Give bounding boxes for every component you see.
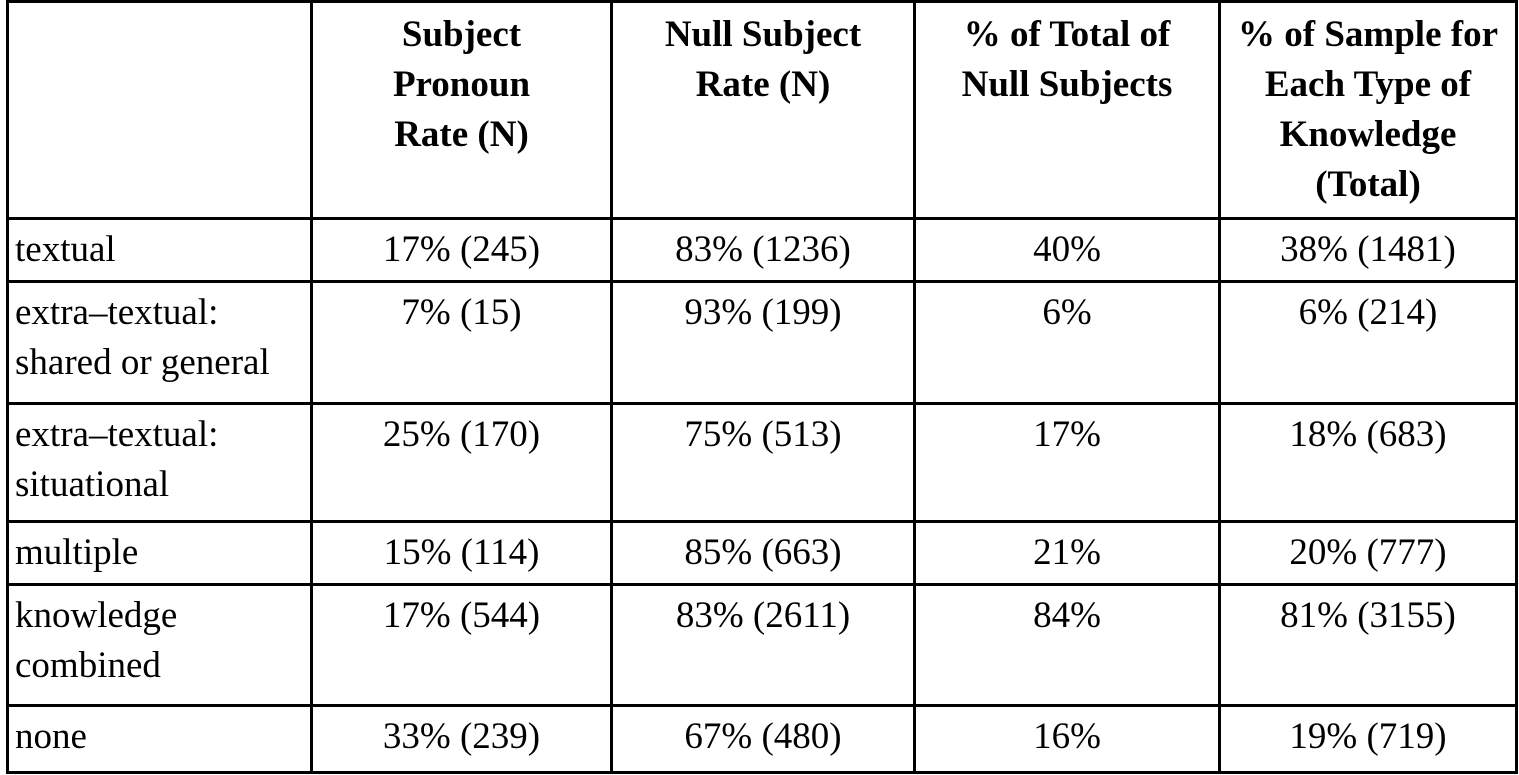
row-label-cell: multiple <box>6 520 313 586</box>
cell-pct-sample: 81% (3155) <box>1218 583 1518 707</box>
header-line: Rate (N) <box>695 64 831 105</box>
header-line: Subject <box>401 14 522 55</box>
cell-pct-sample: 38% (1481) <box>1218 217 1518 283</box>
row-label-line: shared or general <box>15 342 270 383</box>
table-row-none: none 33% (239) 67% (480) 16% 19% (719) <box>6 704 1518 774</box>
row-label-line: extra–textual: <box>15 292 219 333</box>
table-row-extra-textual-shared: extra–textual: shared or general 7% (15)… <box>6 280 1518 405</box>
cell-pct-sample: 6% (214) <box>1218 280 1518 405</box>
cell-subject-pronoun-rate: 17% (245) <box>310 217 613 283</box>
header-line: % of Total of <box>963 14 1171 55</box>
header-cell-subject-pronoun-rate: Subject Pronoun Rate (N) <box>310 0 613 220</box>
cell-subject-pronoun-rate: 7% (15) <box>310 280 613 405</box>
row-label-cell: extra–textual: shared or general <box>6 280 313 405</box>
row-label-cell: extra–textual: situational <box>6 402 313 523</box>
table-row-knowledge-combined: knowledge combined 17% (544) 83% (2611) … <box>6 583 1518 707</box>
cell-pct-total-null-subjects: 6% <box>913 280 1221 405</box>
cell-null-subject-rate: 85% (663) <box>610 520 916 586</box>
cell-pct-sample: 20% (777) <box>1218 520 1518 586</box>
row-label-cell: none <box>6 704 313 774</box>
cell-subject-pronoun-rate: 15% (114) <box>310 520 613 586</box>
cell-pct-total-null-subjects: 16% <box>913 704 1221 774</box>
header-line: Rate (N) <box>394 114 529 155</box>
header-line: Null Subjects <box>961 64 1173 105</box>
table-row-textual: textual 17% (245) 83% (1236) 40% 38% (14… <box>6 217 1518 283</box>
cell-pct-total-null-subjects: 40% <box>913 217 1221 283</box>
header-line: (Total) <box>1315 164 1421 205</box>
header-line: Null Subject <box>664 14 862 55</box>
cell-subject-pronoun-rate: 33% (239) <box>310 704 613 774</box>
row-label-line: multiple <box>15 532 139 573</box>
header-line: Knowledge <box>1279 114 1457 155</box>
cell-pct-total-null-subjects: 17% <box>913 402 1221 523</box>
row-label-line: situational <box>15 464 170 505</box>
header-cell-pct-sample-each-type: % of Sample for Each Type of Knowledge (… <box>1218 0 1518 220</box>
header-row: Subject Pronoun Rate (N) Null Subject Ra… <box>6 0 1518 220</box>
table-row-multiple: multiple 15% (114) 85% (663) 21% 20% (77… <box>6 520 1518 586</box>
row-label-line: extra–textual: <box>15 414 219 455</box>
cell-subject-pronoun-rate: 25% (170) <box>310 402 613 523</box>
cell-null-subject-rate: 83% (1236) <box>610 217 916 283</box>
header-line: Each Type of <box>1264 64 1472 105</box>
header-cell-blank <box>6 0 313 220</box>
null-subject-knowledge-table: Subject Pronoun Rate (N) Null Subject Ra… <box>6 0 1518 774</box>
row-label-line: knowledge <box>15 595 178 636</box>
header-cell-pct-total-null-subjects: % of Total of Null Subjects <box>913 0 1221 220</box>
row-label-line: textual <box>15 229 116 270</box>
cell-pct-sample: 19% (719) <box>1218 704 1518 774</box>
cell-pct-total-null-subjects: 84% <box>913 583 1221 707</box>
row-label-line: none <box>15 716 87 757</box>
cell-null-subject-rate: 67% (480) <box>610 704 916 774</box>
row-label-line: combined <box>15 645 161 686</box>
header-line: Pronoun <box>392 64 531 105</box>
header-line: % of Sample for <box>1238 14 1498 55</box>
row-label-cell: knowledge combined <box>6 583 313 707</box>
cell-subject-pronoun-rate: 17% (544) <box>310 583 613 707</box>
table-row-extra-textual-situational: extra–textual: situational 25% (170) 75%… <box>6 402 1518 523</box>
cell-pct-sample: 18% (683) <box>1218 402 1518 523</box>
cell-null-subject-rate: 93% (199) <box>610 280 916 405</box>
row-label-cell: textual <box>6 217 313 283</box>
cell-null-subject-rate: 75% (513) <box>610 402 916 523</box>
cell-null-subject-rate: 83% (2611) <box>610 583 916 707</box>
cell-pct-total-null-subjects: 21% <box>913 520 1221 586</box>
header-cell-null-subject-rate: Null Subject Rate (N) <box>610 0 916 220</box>
